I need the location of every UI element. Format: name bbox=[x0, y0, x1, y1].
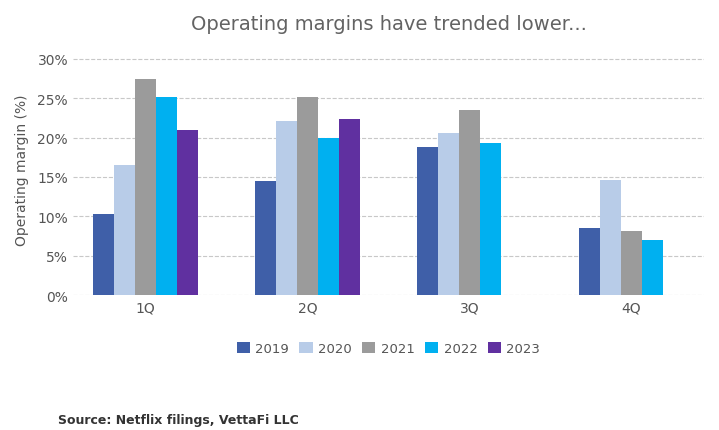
Y-axis label: Operating margin (%): Operating margin (%) bbox=[15, 94, 29, 245]
Bar bbox=[641, 240, 663, 295]
Bar bbox=[318, 139, 339, 295]
Bar bbox=[114, 166, 135, 295]
Text: Source: Netflix filings, VettaFi LLC: Source: Netflix filings, VettaFi LLC bbox=[58, 413, 298, 426]
Bar bbox=[135, 80, 156, 295]
Bar bbox=[339, 120, 360, 295]
Bar bbox=[178, 130, 198, 295]
Bar bbox=[579, 229, 600, 295]
Bar bbox=[276, 122, 297, 295]
Bar bbox=[297, 97, 318, 295]
Bar bbox=[480, 144, 501, 295]
Bar bbox=[255, 181, 276, 295]
Bar bbox=[417, 147, 438, 295]
Bar bbox=[459, 111, 480, 295]
Bar bbox=[620, 231, 641, 295]
Bar bbox=[438, 133, 459, 295]
Bar bbox=[600, 181, 620, 295]
Legend: 2019, 2020, 2021, 2022, 2023: 2019, 2020, 2021, 2022, 2023 bbox=[232, 338, 546, 361]
Bar bbox=[156, 98, 178, 295]
Bar bbox=[93, 215, 114, 295]
Title: Operating margins have trended lower...: Operating margins have trended lower... bbox=[191, 15, 587, 34]
